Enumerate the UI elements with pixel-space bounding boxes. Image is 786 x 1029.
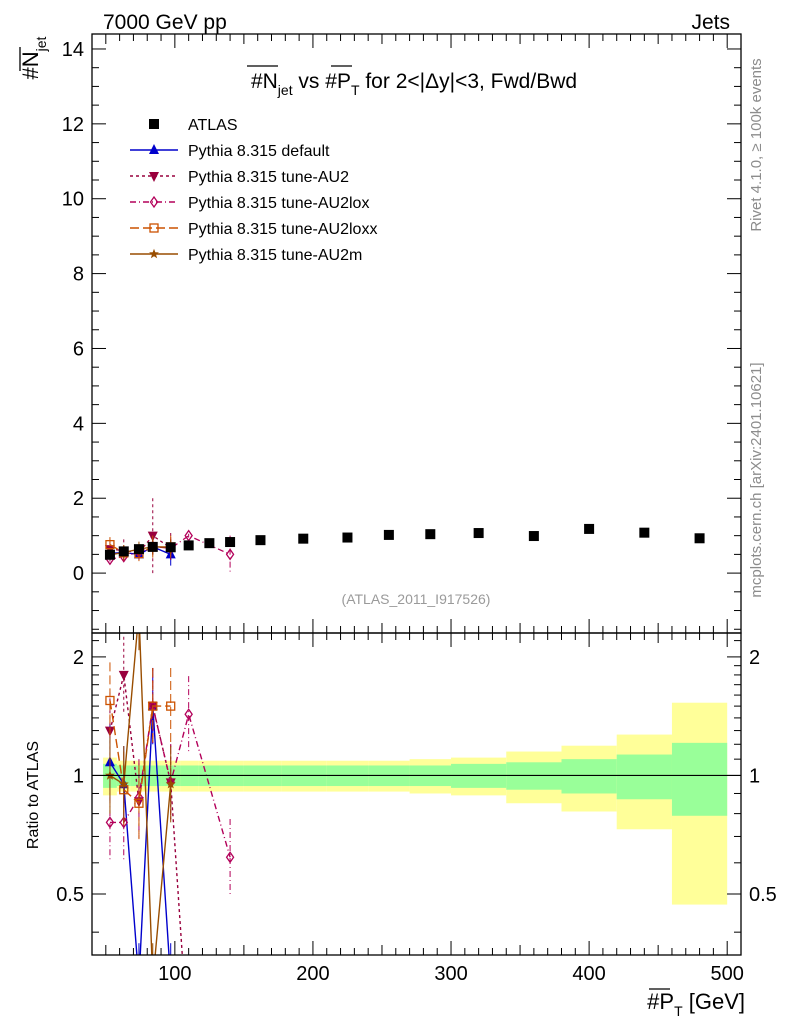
main-marker-atlas — [147, 541, 158, 552]
ratio-marker-au2lox — [119, 816, 129, 829]
analysis-watermark: (ATLAS_2011_I917526) — [342, 591, 491, 607]
header-collision-label: 7000 GeV pp — [103, 11, 227, 34]
main-y-tick-label: 8 — [73, 264, 84, 286]
ratio-line-au2loxx — [109, 700, 171, 805]
ratio-uncertainty-bands — [103, 702, 728, 905]
main-y-tick-label: 2 — [73, 488, 84, 510]
ratio-y-tick-label-right: 1 — [749, 765, 760, 787]
ratio-marker-au2m — [165, 779, 176, 789]
ratio-y-tick-label-left: 0.5 — [56, 884, 84, 906]
ratio-frame — [91, 632, 742, 956]
main-marker-atlas — [639, 527, 650, 538]
main-marker-atlas — [383, 529, 394, 540]
ratio-line-au2m — [109, 633, 172, 955]
ratio-line-default — [109, 706, 170, 955]
legend-label-au2: Pythia 8.315 tune-AU2 — [188, 169, 349, 186]
ratio-y-tick-label-left: 1 — [73, 765, 84, 787]
ratio-marker-au2lox — [184, 708, 193, 721]
main-marker-atlas — [528, 531, 539, 542]
main-marker-atlas — [225, 537, 236, 548]
main-y-tick-label: 10 — [62, 189, 84, 211]
ratio-x-tick-label: 200 — [296, 963, 329, 985]
ratio-x-tick-label: 500 — [711, 963, 744, 985]
ratio-series-lines — [104, 607, 235, 985]
ratio-marker-au2loxx — [148, 701, 158, 711]
ratio-marker-au2 — [118, 670, 129, 681]
main-marker-atlas — [204, 538, 215, 549]
ratio-y-tick-label-right: 0.5 — [749, 884, 777, 906]
ratio-marker-au2m — [134, 607, 144, 616]
ratio-x-tick-label: 300 — [434, 963, 467, 985]
main-y-tick-label: 12 — [62, 114, 84, 136]
legend-label-au2lox: Pythia 8.315 tune-AU2lox — [188, 195, 369, 212]
ratio-y-tick-label-right: 2 — [749, 647, 760, 669]
main-marker-atlas — [165, 542, 176, 553]
ratio-marker-default — [134, 975, 144, 985]
svg-text:#Njet: #Njet — [18, 36, 49, 79]
ratio-x-tick-label: 100 — [158, 963, 191, 985]
main-marker-atlas — [118, 546, 129, 557]
header-jets-label: Jets — [691, 11, 730, 34]
legend-label-atlas: ATLAS — [188, 117, 238, 134]
main-y-tick-label: 14 — [62, 39, 84, 61]
main-marker-atlas — [473, 528, 484, 539]
ratio-marker-au2lox — [225, 851, 235, 864]
band-inner-bin — [561, 759, 617, 794]
main-marker-au2lox — [225, 548, 235, 561]
band-inner-bin — [616, 754, 672, 800]
legend-label-au2loxx: Pythia 8.315 tune-AU2loxx — [188, 221, 377, 238]
legend-marker-default — [149, 144, 159, 154]
ratio-marker-au2loxx — [166, 701, 176, 711]
legend-marker-au2loxx — [149, 223, 159, 233]
main-marker-atlas — [133, 544, 144, 555]
main-marker-atlas — [104, 549, 115, 560]
ratio-marker-au2m — [148, 976, 158, 985]
legend-marker-au2 — [149, 172, 159, 182]
ratio-marker-au2loxx — [105, 695, 115, 706]
ratio-marker-au2m — [118, 779, 129, 789]
x-axis-label: #PT [GeV] — [647, 989, 745, 1019]
main-marker-au2loxx — [105, 539, 115, 550]
main-y-tick-label: 6 — [73, 338, 84, 360]
main-marker-atlas — [584, 523, 595, 534]
main-marker-atlas — [255, 535, 266, 546]
legend-marker-atlas — [149, 119, 159, 129]
main-marker-atlas — [183, 540, 194, 551]
main-series-markers — [104, 498, 705, 574]
main-y-tick-label: 0 — [73, 563, 84, 585]
band-inner-bin — [671, 742, 728, 816]
legend-marker-au2m — [149, 248, 159, 259]
y-axis-label-ratio: Ratio to ATLAS — [25, 741, 42, 849]
plot-frames — [91, 33, 742, 956]
mcplots-label: mcplots.cern.ch [arXiv:2401.10621] — [748, 362, 765, 597]
ratio-x-tick-label: 400 — [572, 963, 605, 985]
ratio-marker-au2loxx — [134, 798, 144, 808]
y-axis-label-main: #Njet — [18, 36, 49, 79]
ratio-y-tick-label-left: 2 — [73, 647, 84, 669]
ratio-marker-au2lox — [105, 816, 115, 829]
main-marker-atlas — [298, 533, 309, 544]
rivet-version-label: Rivet 4.1.0, ≥ 100k events — [748, 58, 765, 231]
plot-title: #Njet vs #PT for 2<|Δy|<3, Fwd/Bwd — [251, 70, 577, 98]
main-marker-atlas — [694, 533, 705, 544]
legend: ATLAS Pythia 8.315 default Pythia 8.315 tu… — [130, 117, 377, 264]
legend-label-au2m: Pythia 8.315 tune-AU2m — [188, 247, 362, 264]
main-y-tick-label: 4 — [73, 413, 84, 435]
legend-label-default: Pythia 8.315 default — [188, 143, 330, 160]
legend-marker-au2lox — [149, 195, 159, 209]
main-marker-atlas — [425, 529, 436, 540]
main-marker-atlas — [342, 532, 353, 543]
